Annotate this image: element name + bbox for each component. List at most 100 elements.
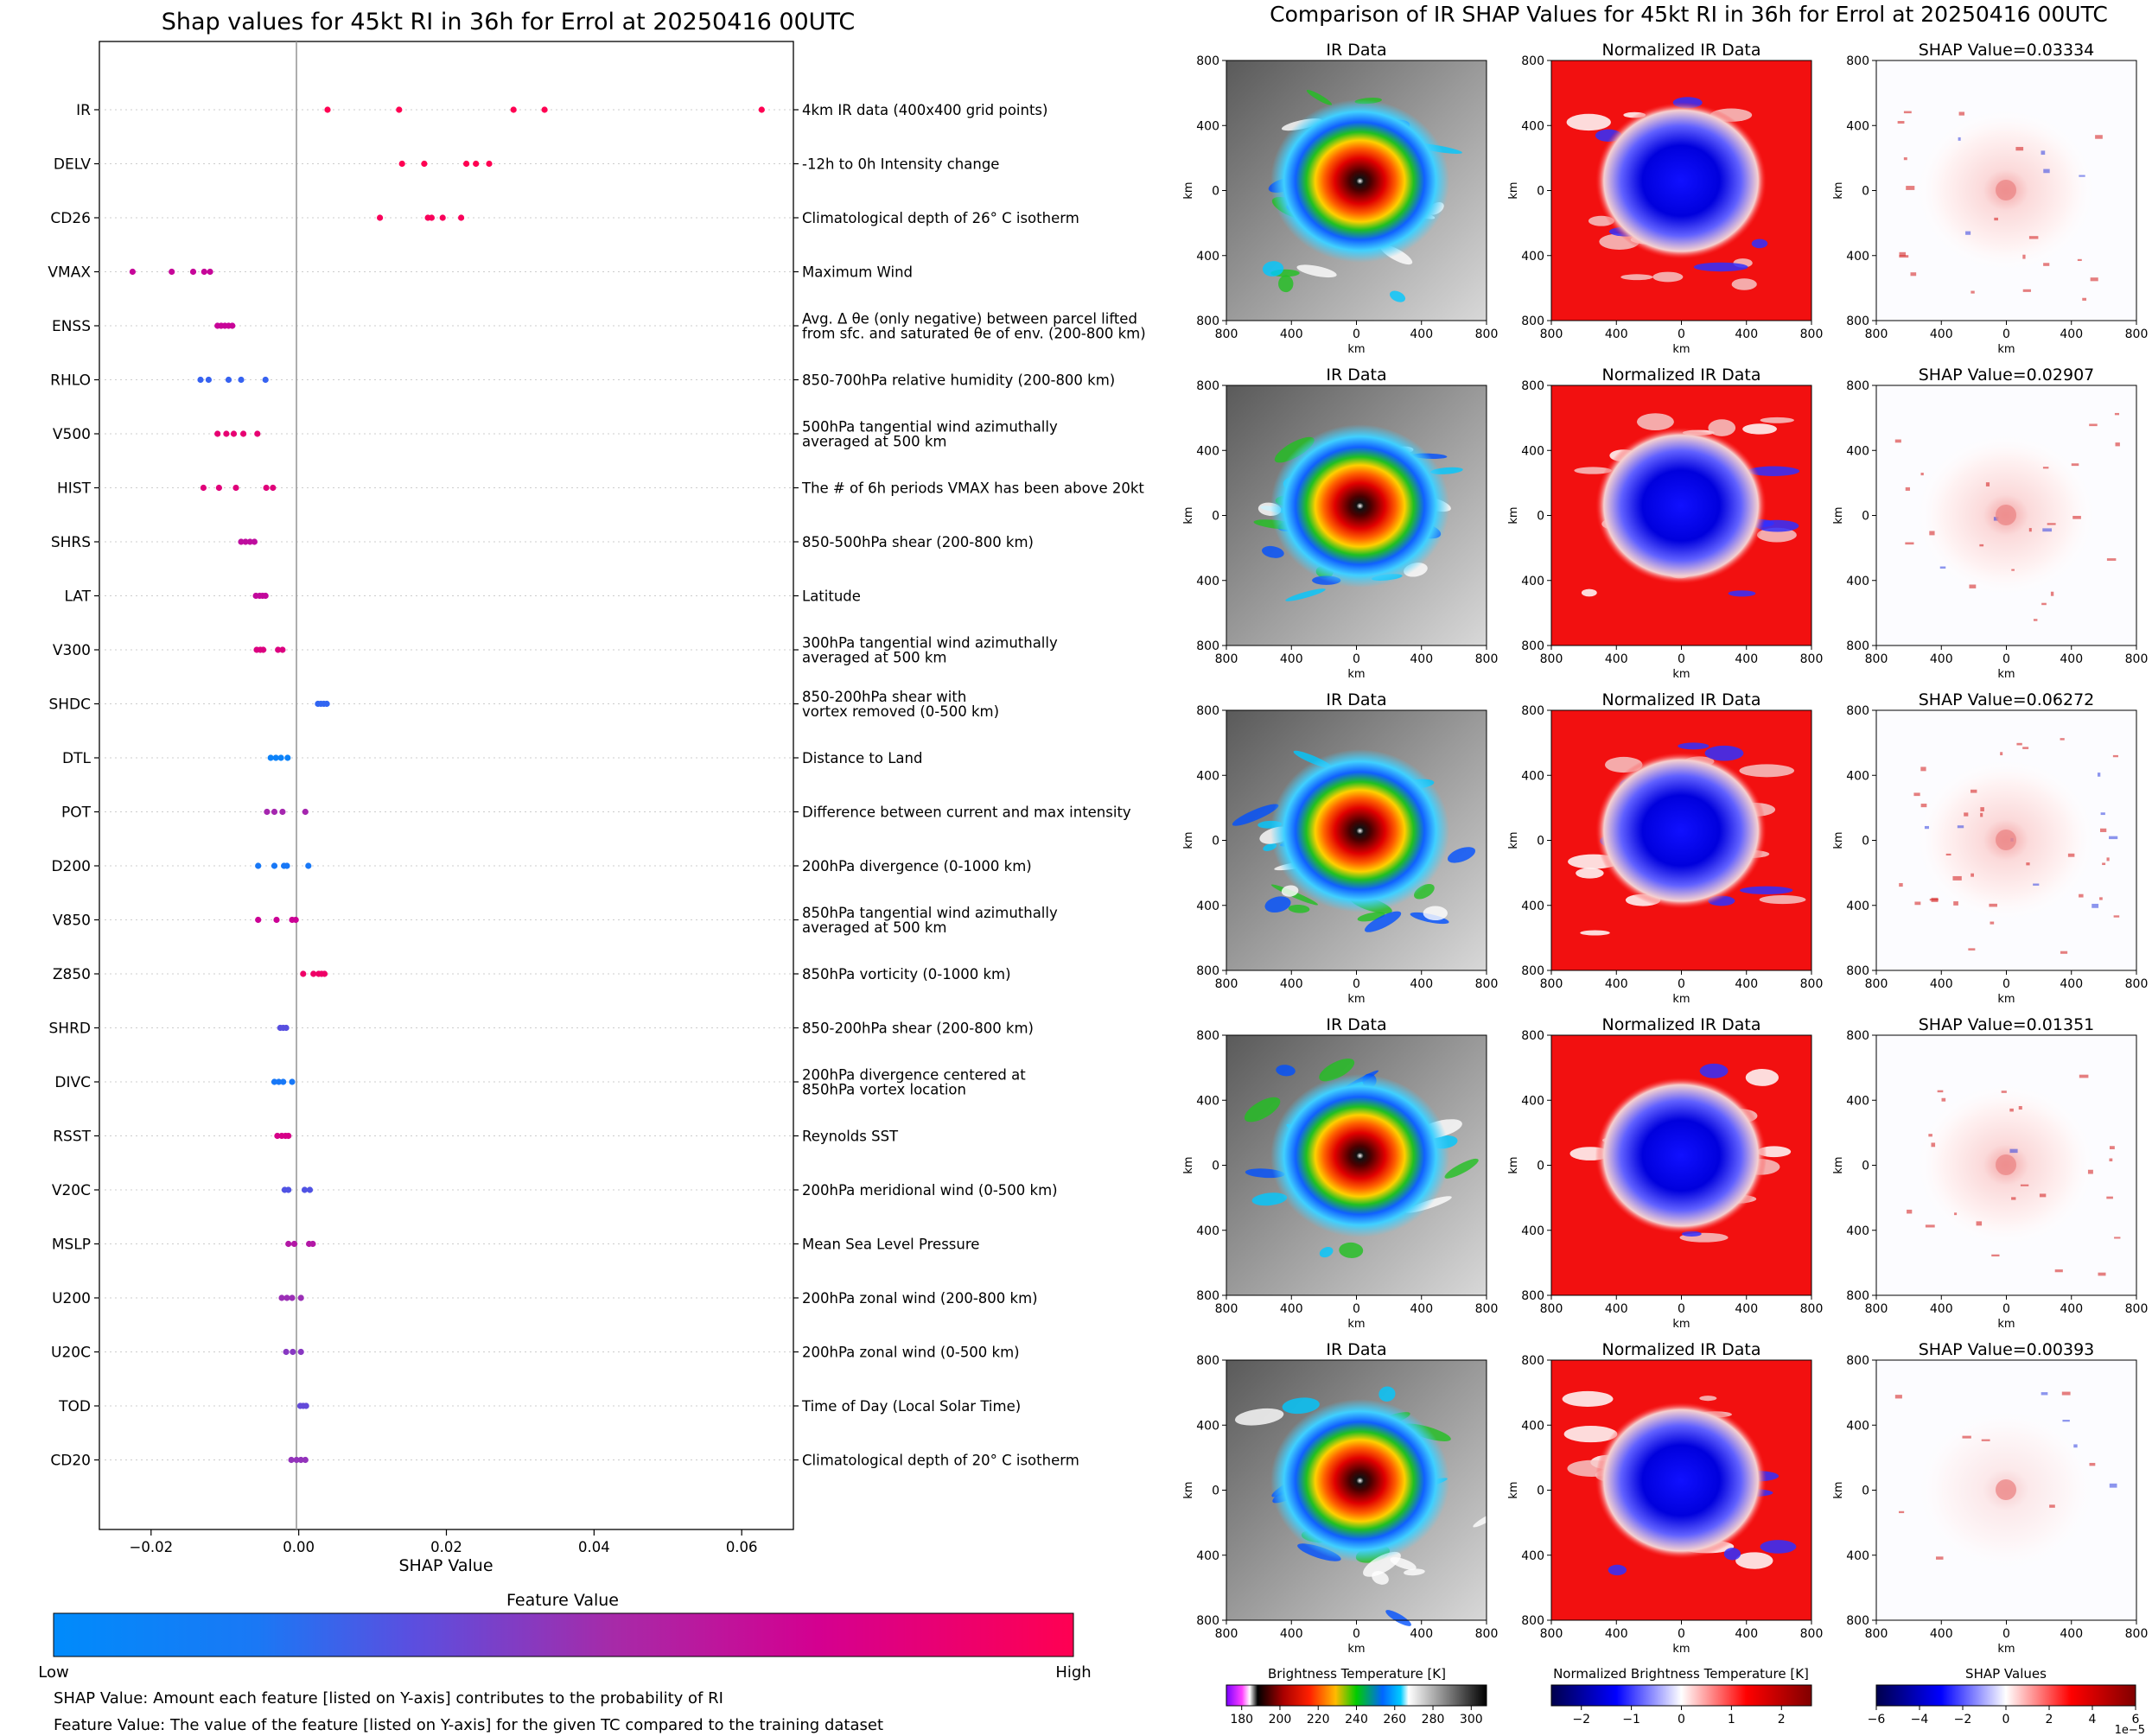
y-tick-label: 0 bbox=[1537, 185, 1544, 199]
x-tick-label: 400 bbox=[1280, 1302, 1303, 1316]
normalized-core bbox=[1579, 747, 1783, 933]
shap-plot-frame bbox=[99, 41, 794, 1530]
shap-speckle bbox=[1957, 825, 1964, 829]
y-axis-label: km bbox=[1832, 1481, 1845, 1498]
shap-speckle bbox=[1962, 1435, 1971, 1439]
shap-point bbox=[302, 1456, 309, 1464]
x-tick-label: 800 bbox=[1215, 977, 1238, 991]
y-tick-label: 800 bbox=[1196, 1029, 1219, 1043]
shap-speckle bbox=[1897, 121, 1905, 124]
shap-point bbox=[255, 916, 262, 924]
y-tick-label: 800 bbox=[1846, 639, 1869, 653]
shap-speckle bbox=[1920, 473, 1924, 476]
shap-point bbox=[225, 376, 232, 384]
y-tick-label: 0 bbox=[1862, 185, 1869, 199]
shap-point bbox=[279, 646, 286, 653]
colorbar-tick-label: 6 bbox=[2132, 1713, 2140, 1726]
shap-speckle bbox=[1914, 901, 1921, 906]
shap-point bbox=[428, 214, 435, 221]
shap-point bbox=[297, 1348, 304, 1356]
shap-speckle bbox=[1969, 584, 1977, 588]
x-tick-label: 0.02 bbox=[430, 1539, 462, 1555]
shap-speckle bbox=[2090, 277, 2098, 282]
x-tick-label: 400 bbox=[1410, 1627, 1433, 1641]
bt-colorbar-gradient bbox=[1226, 1684, 1487, 1707]
feature-row-rsst: RSST Reynolds SST bbox=[53, 1129, 899, 1146]
shap-speckle bbox=[1936, 1556, 1944, 1560]
y-tick-label: 400 bbox=[1846, 1224, 1869, 1238]
x-tick-label: 800 bbox=[1475, 1302, 1499, 1316]
feature-row-dtl: DTL Distance to Land bbox=[62, 750, 922, 767]
shap-point bbox=[310, 970, 317, 977]
feature-description-label: averaged at 500 km bbox=[802, 434, 946, 450]
shap-point bbox=[271, 862, 278, 869]
feature-row-v300: V300 300hPa tangential wind azimuthallyav… bbox=[53, 635, 1058, 666]
x-tick-label: 800 bbox=[2125, 1627, 2149, 1641]
y-axis-label: km bbox=[1182, 181, 1195, 199]
panel-title: IR Data bbox=[1326, 1340, 1386, 1359]
x-axis-label: km bbox=[1997, 343, 2015, 356]
cloud-band bbox=[1608, 1564, 1627, 1576]
y-tick-label: 800 bbox=[1196, 964, 1219, 978]
feature-row-cd26: CD26 Climatological depth of 26° C isothe… bbox=[50, 210, 1079, 227]
feature-name-label: U20C bbox=[51, 1345, 91, 1362]
y-tick-label: 400 bbox=[1846, 1419, 1869, 1433]
feature-description-label: Climatological depth of 20° C isotherm bbox=[802, 1453, 1079, 1469]
feature-row-u200: U200 200hPa zonal wind (200-800 km) bbox=[52, 1290, 1038, 1307]
shap-point bbox=[238, 376, 245, 384]
shap-point bbox=[541, 106, 548, 113]
y-tick-label: 800 bbox=[1196, 1289, 1219, 1303]
feature-row-v20c: V20C 200hPa meridional wind (0-500 km) bbox=[52, 1182, 1058, 1199]
colorbar-tick-label: −1 bbox=[1622, 1713, 1640, 1726]
shap-point bbox=[302, 808, 309, 816]
y-tick-label: 0 bbox=[1537, 835, 1544, 849]
shap-speckle bbox=[1920, 804, 1927, 808]
panel-title: SHAP Value=0.01351 bbox=[1919, 1015, 2095, 1034]
shap-point bbox=[284, 754, 291, 761]
x-tick-label: 0 bbox=[1678, 977, 1685, 991]
x-tick-label: 800 bbox=[1475, 1627, 1499, 1641]
x-tick-label: 400 bbox=[1735, 652, 1758, 666]
x-tick-label: 800 bbox=[1215, 327, 1238, 341]
cloud-band bbox=[1262, 261, 1284, 277]
x-axis-label: km bbox=[1347, 1643, 1365, 1656]
panel-title: Normalized IR Data bbox=[1602, 1340, 1761, 1359]
shap-speckle bbox=[1913, 792, 1920, 797]
shap-speckle bbox=[1976, 1221, 1983, 1226]
shap-point bbox=[277, 754, 284, 761]
shap-point bbox=[240, 430, 247, 437]
shap-speckle bbox=[1899, 255, 1909, 258]
panel-title: Normalized IR Data bbox=[1602, 690, 1761, 709]
cloud-band bbox=[1699, 1063, 1729, 1078]
shap-point bbox=[302, 1402, 309, 1409]
panel-title: SHAP Value=0.06272 bbox=[1919, 690, 2095, 709]
x-axis-label: km bbox=[1347, 668, 1365, 681]
x-axis-label: km bbox=[1672, 993, 1690, 1006]
colorbar-tick-label: 0 bbox=[2002, 1713, 2010, 1726]
shap-speckle bbox=[1981, 1439, 1990, 1441]
y-tick-label: 800 bbox=[1521, 704, 1544, 718]
x-tick-label: 400 bbox=[1605, 652, 1628, 666]
shap-eye bbox=[1996, 1154, 2016, 1175]
shap-point bbox=[463, 160, 470, 168]
colorbar-tick-label: 180 bbox=[1230, 1713, 1253, 1726]
feature-name-label: U200 bbox=[52, 1290, 91, 1307]
shap-point bbox=[273, 916, 280, 924]
shap-speckle bbox=[1907, 1209, 1913, 1214]
shap-point bbox=[255, 862, 262, 869]
y-tick-label: 800 bbox=[1521, 1614, 1544, 1628]
bt-colorbar: Brightness Temperature [K] 180 200 220 240 2… bbox=[1226, 1666, 1487, 1726]
shap-speckle bbox=[2041, 602, 2047, 606]
x-tick-label: 800 bbox=[2125, 977, 2149, 991]
shap-point bbox=[263, 484, 270, 492]
x-tick-label: 400 bbox=[1280, 327, 1303, 341]
shap-speckle bbox=[1958, 137, 1961, 141]
x-tick-label: 0.04 bbox=[578, 1539, 610, 1555]
panel-title: IR Data bbox=[1326, 366, 1386, 385]
shap-point bbox=[129, 268, 136, 276]
colorbar-tick-label: −2 bbox=[1572, 1713, 1590, 1726]
x-tick-label: 0 bbox=[1678, 327, 1685, 341]
shap-speckle bbox=[1910, 272, 1917, 277]
y-tick-label: 400 bbox=[1196, 119, 1219, 133]
